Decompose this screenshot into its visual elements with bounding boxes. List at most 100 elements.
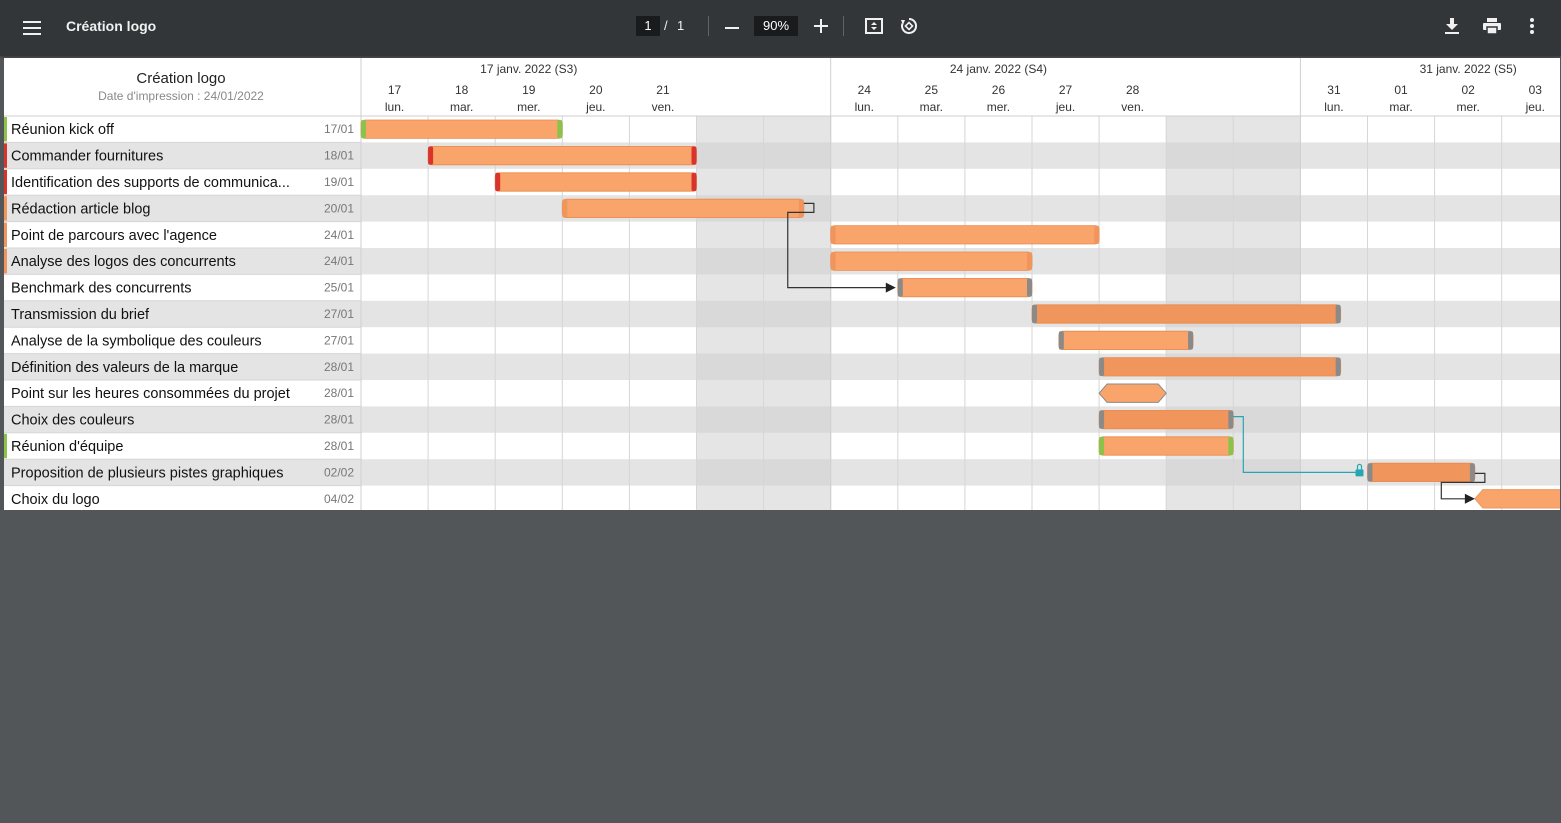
task-name: Analyse de la symbolique des couleurs xyxy=(11,333,262,349)
weekend-column xyxy=(696,116,764,510)
task-start-date: 28/01 xyxy=(324,413,354,427)
task-bar-end-handle xyxy=(691,172,697,192)
more-vert-icon[interactable] xyxy=(1520,14,1544,38)
day-name: lun. xyxy=(385,100,404,114)
toolbar-divider xyxy=(708,16,709,36)
task-color-marker xyxy=(4,249,7,274)
task-start-date: 25/01 xyxy=(324,281,354,295)
task-bar[interactable] xyxy=(1031,304,1342,324)
task-start-date: 02/02 xyxy=(324,465,354,479)
task-bar[interactable] xyxy=(1367,462,1476,483)
task-bar-end-handle xyxy=(1094,225,1100,244)
page-total: 1 xyxy=(677,18,685,33)
zoom-out-icon[interactable] xyxy=(720,16,744,40)
task-bar-start-handle xyxy=(1099,436,1105,456)
dependency-connector xyxy=(1440,472,1486,500)
task-milestone[interactable] xyxy=(1098,383,1167,403)
week-label: 17 janv. 2022 (S3) xyxy=(480,62,577,76)
task-bar[interactable] xyxy=(897,277,1033,298)
task-color-marker xyxy=(4,117,7,142)
day-name: mar. xyxy=(1389,100,1412,114)
day-number: 28 xyxy=(1126,83,1140,97)
task-name: Commander fournitures xyxy=(11,149,163,165)
pdf-toolbar: Création logo 1 / 1 90% xyxy=(0,0,1561,56)
lock-icon xyxy=(1356,463,1363,470)
task-color-marker xyxy=(4,433,7,459)
task-bar-end-handle xyxy=(1228,436,1234,456)
task-bar[interactable] xyxy=(830,225,1100,245)
fit-page-icon[interactable] xyxy=(862,14,886,38)
task-start-date: 24/01 xyxy=(324,228,354,242)
day-number: 24 xyxy=(858,83,872,97)
task-bar-start-handle xyxy=(428,146,434,165)
download-icon[interactable] xyxy=(1440,14,1464,38)
week-label: 24 janv. 2022 (S4) xyxy=(950,62,1047,76)
task-name: Point de parcours avec l'agence xyxy=(11,228,217,244)
task-name: Point sur les heures consommées du proje… xyxy=(11,386,290,402)
task-bar-start-handle xyxy=(1367,463,1373,482)
day-number: 31 xyxy=(1327,83,1341,97)
day-name: mar. xyxy=(920,100,943,114)
print-icon[interactable] xyxy=(1480,14,1504,38)
weekend-column xyxy=(763,116,831,510)
task-bar-end-handle xyxy=(1027,278,1032,297)
task-bar-start-handle xyxy=(361,120,366,139)
day-name: mer. xyxy=(517,100,540,114)
task-name: Identification des supports de communica… xyxy=(11,175,290,191)
task-bar-start-handle xyxy=(1099,357,1105,376)
zoom-in-icon[interactable] xyxy=(809,14,833,38)
task-name: Choix des couleurs xyxy=(11,413,134,429)
task-name: Réunion kick off xyxy=(11,122,115,138)
task-color-marker xyxy=(4,169,7,195)
task-start-date: 19/01 xyxy=(324,175,354,189)
toolbar-divider xyxy=(843,16,844,36)
day-number: 27 xyxy=(1059,83,1073,97)
day-number: 18 xyxy=(455,83,469,97)
gantt-chart: Création logo Date d'impression : 24/01/2… xyxy=(4,58,1560,510)
task-bar[interactable] xyxy=(1098,436,1234,456)
task-name: Proposition de plusieurs pistes graphiqu… xyxy=(11,465,283,481)
dependency-arrow-icon xyxy=(885,282,896,293)
task-color-marker xyxy=(4,196,7,221)
task-start-date: 18/01 xyxy=(324,149,354,163)
menu-icon[interactable] xyxy=(20,16,44,40)
task-start-date: 28/01 xyxy=(324,360,354,374)
day-number: 03 xyxy=(1529,83,1543,97)
day-number: 02 xyxy=(1461,83,1475,97)
task-bar-start-handle xyxy=(830,252,836,271)
task-bar-end-handle xyxy=(1027,252,1032,271)
task-bar[interactable] xyxy=(1058,330,1194,351)
task-start-date: 28/01 xyxy=(324,439,354,453)
task-bar-end-handle xyxy=(691,146,697,165)
task-name: Choix du logo xyxy=(11,492,100,508)
task-bar[interactable] xyxy=(494,172,697,192)
task-name: Rédaction article blog xyxy=(11,201,150,217)
task-bar[interactable] xyxy=(1098,409,1234,430)
rotate-icon[interactable] xyxy=(897,14,921,38)
task-bar[interactable] xyxy=(1474,489,1560,509)
task-bar[interactable] xyxy=(360,119,563,139)
day-number: 17 xyxy=(388,83,402,97)
day-name: jeu. xyxy=(1525,100,1545,114)
task-bar[interactable] xyxy=(427,146,697,166)
task-start-date: 28/01 xyxy=(324,386,354,400)
task-color-marker xyxy=(4,222,7,247)
day-number: 26 xyxy=(992,83,1006,97)
task-name: Réunion d'équipe xyxy=(11,439,123,455)
task-bar-start-handle xyxy=(495,172,501,192)
day-number: 01 xyxy=(1394,83,1408,97)
task-start-date: 04/02 xyxy=(324,492,354,506)
document-title: Création logo xyxy=(66,18,157,34)
dependency-connector xyxy=(1233,416,1358,473)
task-bar[interactable] xyxy=(1098,357,1342,377)
task-name: Analyse des logos des concurrents xyxy=(11,254,236,270)
task-color-marker xyxy=(4,143,7,168)
page-number-input[interactable]: 1 xyxy=(636,16,660,36)
task-bar[interactable] xyxy=(561,198,805,218)
task-bar[interactable] xyxy=(830,251,1033,271)
day-name: mar. xyxy=(450,100,473,114)
dependency-arrow-icon xyxy=(1464,493,1475,504)
zoom-input[interactable]: 90% xyxy=(754,16,798,36)
page-separator: / xyxy=(664,18,668,33)
dependency-connector xyxy=(787,202,888,289)
